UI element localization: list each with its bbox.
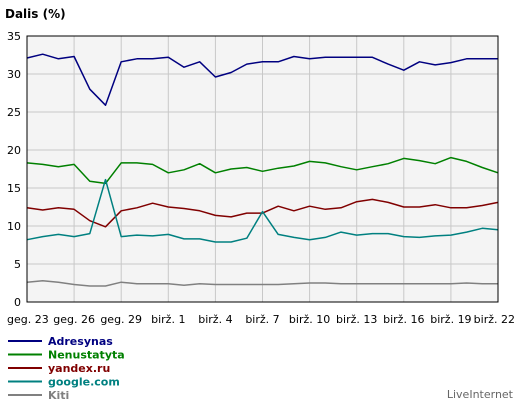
- y-tick-label: 15: [7, 182, 21, 195]
- series-line-nenustatyta: [26, 156, 499, 185]
- x-tick-label: geg. 29: [100, 313, 142, 326]
- x-tick-label: birž. 16: [383, 313, 424, 326]
- legend-label-nenustatyta: Nenustatyta: [48, 349, 125, 362]
- x-tick-label: birž. 13: [336, 313, 377, 326]
- y-tick-label: 30: [7, 68, 21, 81]
- x-axis-ticks: geg. 23 geg. 26 geg. 29 birž. 1 birž. 4 birž.…: [7, 313, 515, 326]
- x-tick-label: birž. 22: [474, 313, 515, 326]
- x-tick-label: birž. 10: [289, 313, 330, 326]
- brand-label: LiveInternet: [447, 388, 514, 401]
- series-line-kiti: [26, 279, 498, 287]
- y-tick-label: 10: [7, 220, 21, 233]
- y-axis-label: Dalis (%): [5, 7, 66, 21]
- y-axis-ticks: 0 5 10 15 20 25 30 35: [7, 30, 21, 309]
- x-tick-label: birž. 7: [245, 313, 279, 326]
- x-tick-label: birž. 1: [151, 313, 185, 326]
- y-tick-label: 20: [7, 144, 21, 157]
- legend-label-adresynas: Adresynas: [48, 335, 113, 348]
- y-tick-label: 0: [14, 296, 21, 309]
- legend-label-kiti: Kiti: [48, 389, 69, 402]
- x-tick-label: geg. 23: [7, 313, 49, 326]
- series-line-yandex-ru: [26, 198, 499, 228]
- legend-label-yandex-ru: yandex.ru: [48, 362, 110, 375]
- x-tick-label: birž. 4: [198, 313, 232, 326]
- plot-frame: [26, 35, 499, 303]
- legend: AdresynasNenustatytayandex.rugoogle.comK…: [8, 335, 125, 402]
- x-tick-label: geg. 26: [53, 313, 95, 326]
- y-tick-label: 35: [7, 30, 21, 43]
- series-line-adresynas: [26, 53, 498, 106]
- y-tick-label: 5: [14, 258, 21, 271]
- grid: [27, 36, 498, 302]
- y-tick-label: 25: [7, 106, 21, 119]
- x-tick-label: birž. 19: [430, 313, 471, 326]
- legend-label-google-com: google.com: [48, 376, 120, 389]
- series-lines: [26, 53, 499, 287]
- series-line-google-com: [26, 178, 499, 243]
